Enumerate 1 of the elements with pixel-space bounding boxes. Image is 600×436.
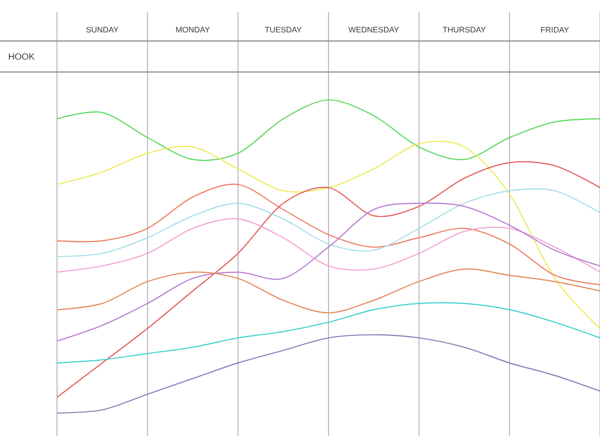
text: HOOK xyxy=(8,53,34,60)
